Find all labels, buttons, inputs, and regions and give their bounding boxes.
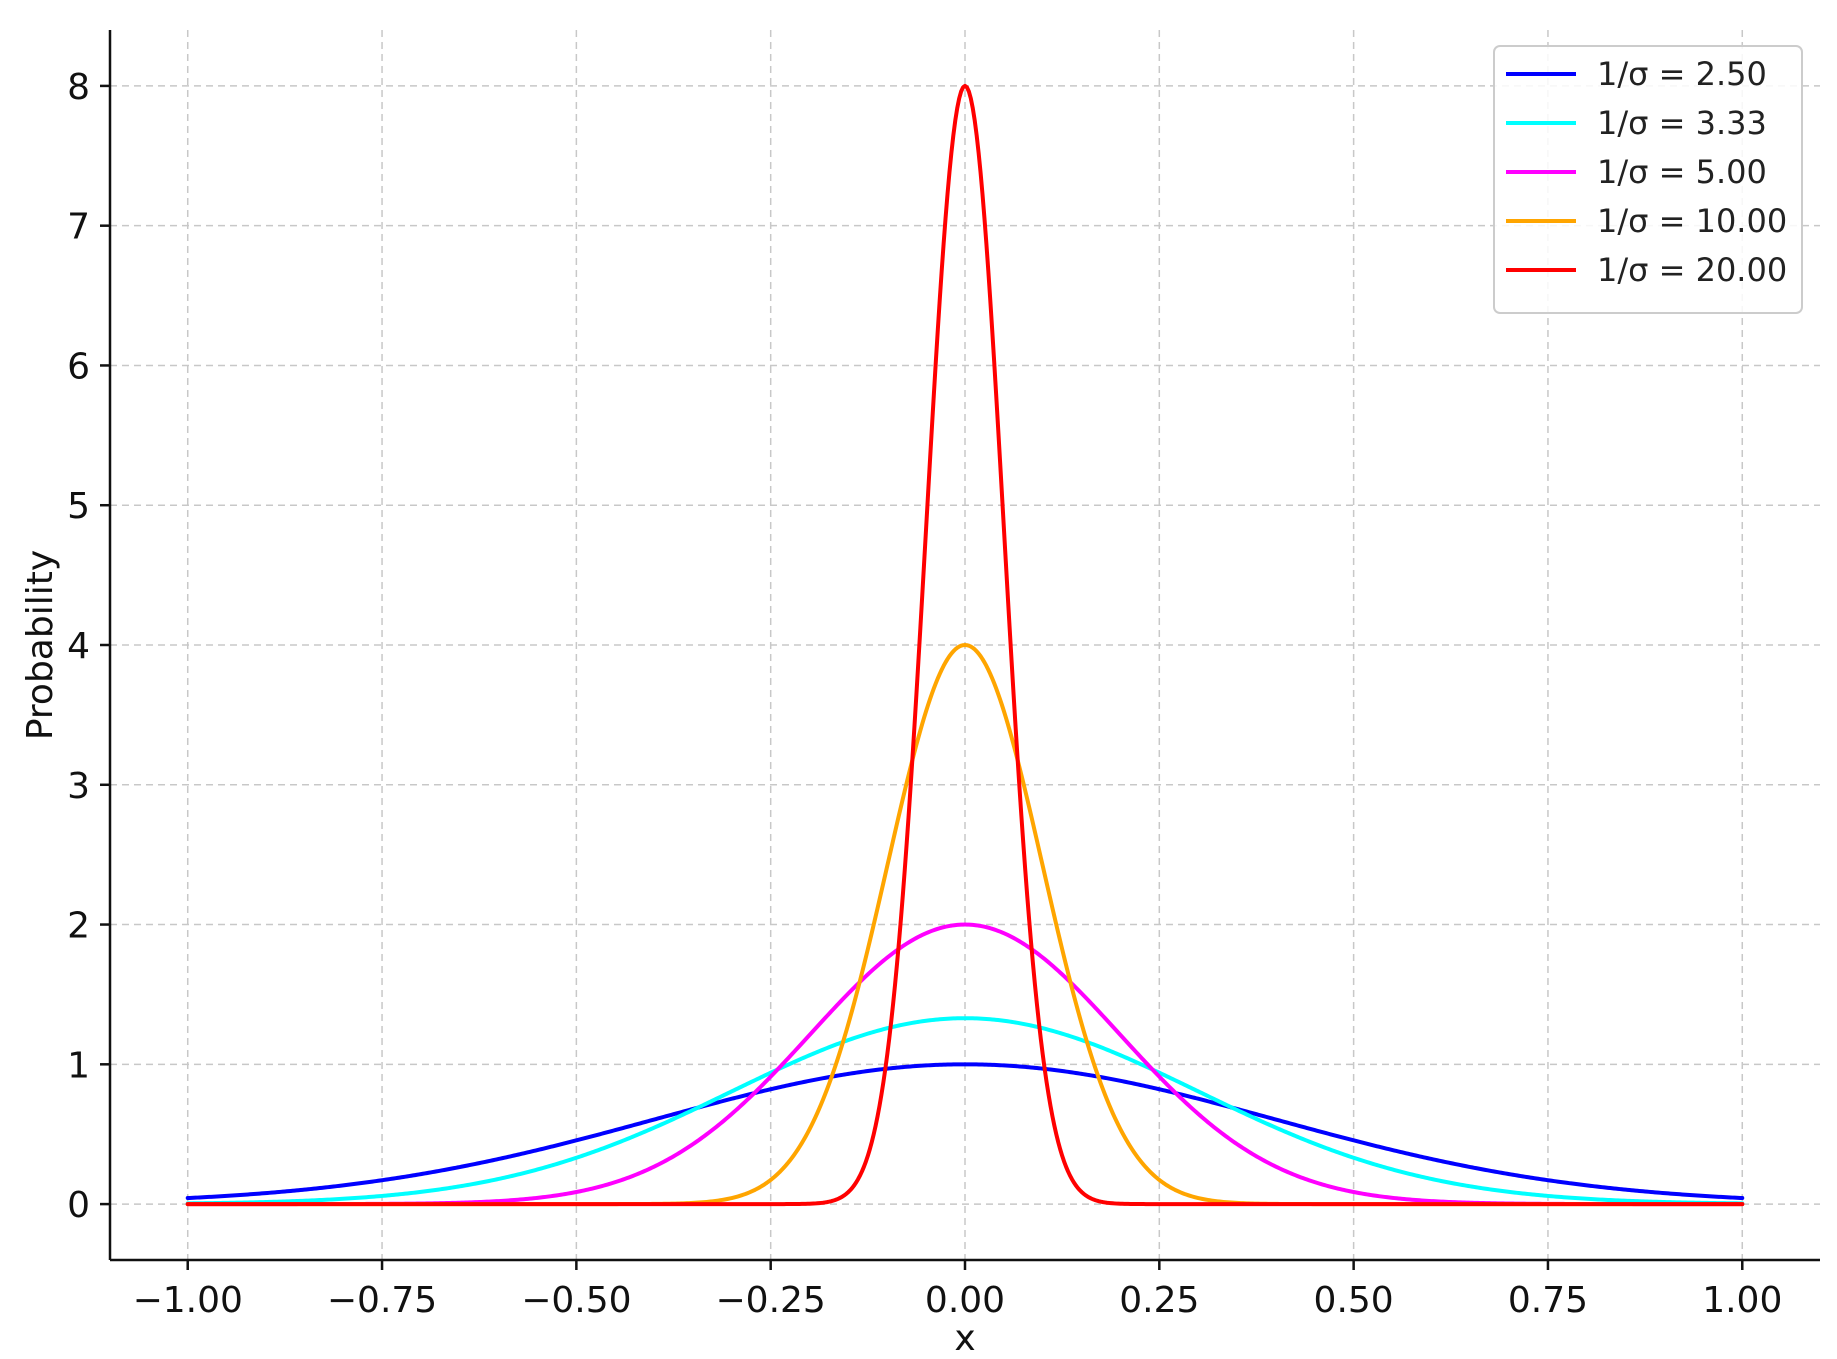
y-tick-label: 1 [67,1045,90,1086]
x-tick-label: −0.75 [327,1280,437,1321]
x-axis-title: x [954,1318,975,1359]
y-tick-label: 5 [67,486,90,527]
x-tick-label: 0.75 [1508,1280,1588,1321]
legend-label: 1/σ = 5.00 [1597,153,1767,191]
series-line-2 [185,1016,1745,1206]
y-tick-label: 3 [67,766,90,807]
y-tick-label: 6 [67,346,90,387]
x-tick-label: 1.00 [1702,1280,1782,1321]
legend: 1/σ = 2.50 1/σ = 3.33 1/σ = 5.00 1/σ = 10.0… [1493,45,1803,314]
x-tick-label: −1.00 [133,1280,243,1321]
series-line-5 [185,83,1745,1207]
legend-label: 1/σ = 10.00 [1597,202,1787,240]
x-tick-label: −0.25 [716,1280,826,1321]
x-tick-label: −0.50 [521,1280,631,1321]
legend-label: 1/σ = 20.00 [1597,251,1787,289]
axes [100,30,1820,1270]
y-tick-label: 8 [67,67,90,108]
y-tick-label: 2 [67,906,90,947]
y-tick-label: 0 [67,1185,90,1226]
y-tick-label: 7 [67,207,90,248]
x-tick-label: 0.00 [925,1280,1005,1321]
plot-area [185,83,1745,1207]
x-tick-label: 0.25 [1119,1280,1199,1321]
tick-labels: −1.00 −0.75 −0.50 −0.25 0.00 0.25 0.50 0.75 1.00… [67,67,1782,1321]
y-tick-label: 4 [67,626,90,667]
legend-label: 1/σ = 2.50 [1597,55,1767,93]
series-line-1 [185,1062,1745,1201]
x-tick-label: 0.50 [1314,1280,1394,1321]
legend-label: 1/σ = 3.33 [1597,104,1767,142]
legend-box [1493,45,1803,314]
y-axis-title: Probability [20,550,61,740]
